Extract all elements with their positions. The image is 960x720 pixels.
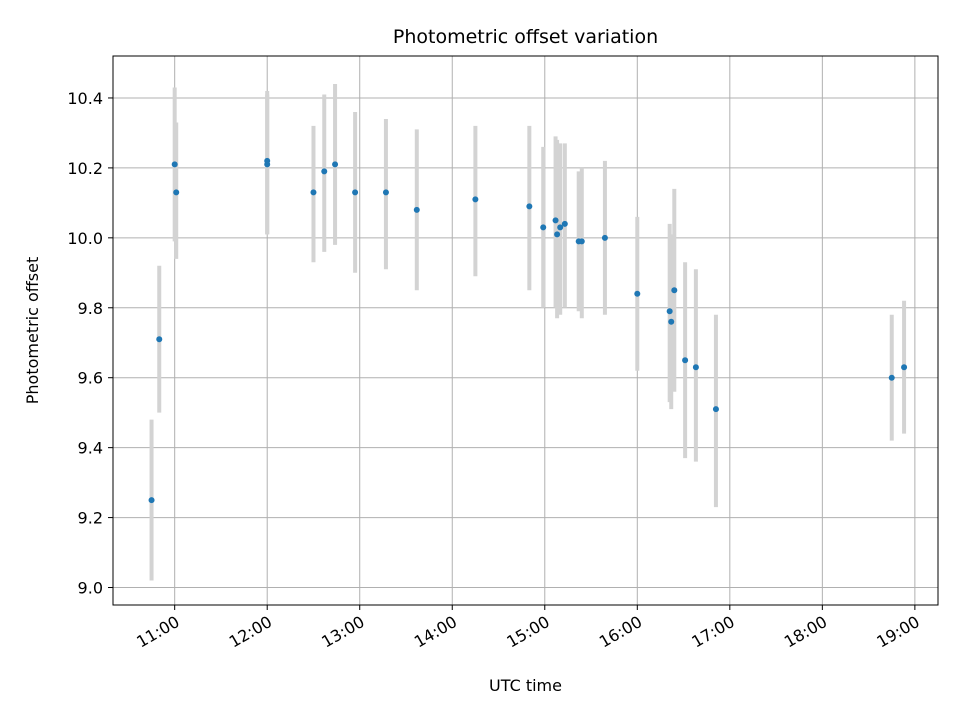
data-point [526, 203, 533, 210]
x-tick-label: 13:00 [318, 612, 367, 652]
x-tick-label: 17:00 [688, 612, 737, 652]
y-tick-label: 9.8 [78, 299, 103, 318]
data-point [264, 161, 271, 168]
data-point [561, 220, 568, 227]
x-tick-label: 18:00 [781, 612, 830, 652]
data-point [156, 336, 163, 343]
plot-frame [112, 55, 939, 606]
y-tick-label: 10.4 [67, 89, 103, 108]
x-axis: 11:00 12:00 13:00 14:00 15:00 16:00 17:00 18:00… [133, 605, 923, 652]
y-tick-label: 9.4 [78, 439, 103, 458]
y-tick-label: 9.0 [78, 579, 103, 598]
y-axis-title: Photometric offset [23, 257, 42, 405]
data-point [310, 189, 317, 196]
data-point [888, 374, 895, 381]
data-point [601, 234, 608, 241]
data-point [712, 406, 719, 413]
data-point [682, 357, 689, 364]
error-bars [149, 83, 907, 581]
data-point [382, 189, 389, 196]
chart-title: Photometric offset variation [393, 26, 658, 48]
data-point [671, 287, 678, 294]
y-tick-label: 9.6 [78, 369, 103, 388]
data-point [171, 161, 178, 168]
data-point [692, 364, 699, 371]
data-point [554, 231, 561, 238]
y-tick-label: 10.0 [67, 229, 103, 248]
data-point [557, 224, 564, 231]
data-point [668, 318, 675, 325]
data-point [634, 290, 641, 297]
x-tick-label: 16:00 [596, 612, 645, 652]
y-tick-label: 10.2 [67, 159, 103, 178]
data-point [321, 168, 328, 175]
y-tick-label: 9.2 [78, 509, 103, 528]
data-point [901, 364, 908, 371]
x-tick-label: 12:00 [226, 612, 275, 652]
data-point [148, 497, 155, 504]
data-point [666, 308, 673, 315]
data-point [472, 196, 479, 203]
data-point [173, 189, 180, 196]
data-point [540, 224, 547, 231]
data-points [148, 157, 908, 504]
x-axis-title: UTC time [489, 676, 562, 695]
data-point [332, 161, 339, 168]
data-point [552, 217, 559, 224]
data-point [352, 189, 359, 196]
x-tick-label: 11:00 [133, 612, 182, 652]
x-tick-label: 19:00 [873, 612, 922, 652]
y-axis: 9.0 9.2 9.4 9.6 9.8 10.0 10.2 10.4 [67, 89, 113, 598]
grid [113, 56, 938, 605]
data-point [413, 206, 420, 213]
data-point [578, 238, 585, 245]
x-tick-label: 15:00 [503, 612, 552, 652]
x-tick-label: 14:00 [411, 612, 460, 652]
